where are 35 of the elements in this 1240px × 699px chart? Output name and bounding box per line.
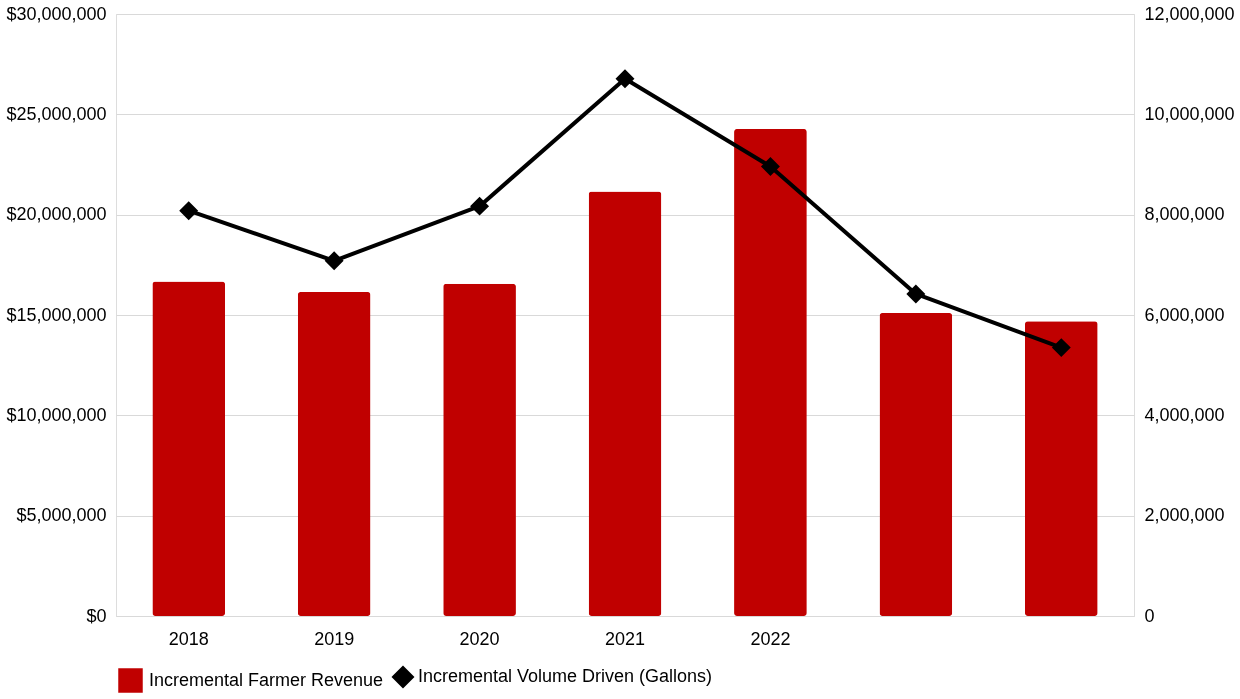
bar [734,128,807,616]
bar [443,283,516,616]
y-tick-label: $25,000,000 [6,103,107,124]
x-tick-label: 2021 [604,628,646,649]
point [761,157,780,176]
y2-tick-label: 4,000,000 [1144,404,1225,425]
y2-tick-label: 6,000,000 [1144,304,1225,325]
y2-tick-label: 12,000,000 [1144,3,1235,24]
x-tick-label: 2022 [750,628,791,649]
y2-tick-label: 10,000,000 [1144,103,1235,124]
point [1052,338,1071,357]
x-tick-label: 2020 [459,628,500,649]
bar [1024,321,1098,616]
x-tick-label: 2019 [314,628,355,649]
point [179,201,198,220]
legend-label: Incremental Farmer Revenue [149,669,384,690]
point [325,251,344,270]
point [615,69,635,88]
y-tick-label: $5,000,000 [16,505,107,526]
point [906,284,925,303]
y-tick-label: $10,000,000 [6,404,107,425]
point [470,197,489,216]
x-tick-label: 2018 [168,628,209,649]
y2-tick-label: 0 [1144,605,1155,626]
y-tick-label: $20,000,000 [6,204,107,225]
y-tick-label: $15,000,000 [6,304,107,325]
y2-tick-label: 2,000,000 [1144,505,1225,526]
bar [297,291,371,616]
bar [152,281,226,616]
y-tick-label: $0 [86,605,107,626]
bar [879,312,953,616]
bar [588,191,662,616]
legend-label: Incremental Volume Driven (Gallons) [418,666,713,686]
y2-tick-label: 8,000,000 [1144,204,1225,225]
y-tick-label: $30,000,000 [6,3,107,24]
